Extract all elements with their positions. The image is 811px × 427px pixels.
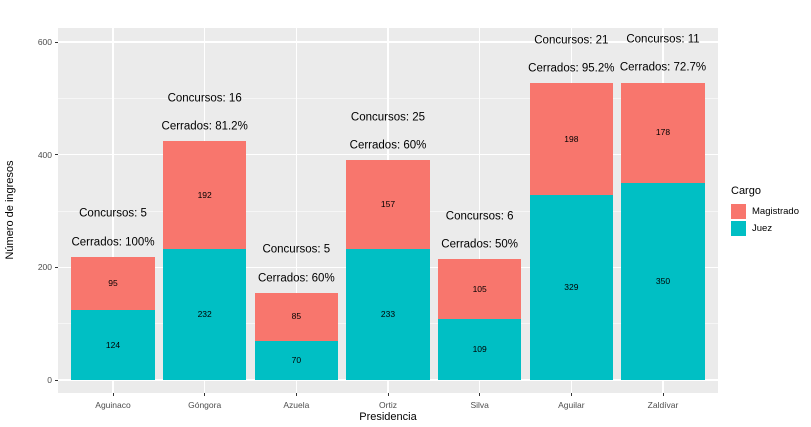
legend-swatch-magistrado-icon (731, 204, 746, 219)
x-tick-label-góngora: Góngora (188, 400, 222, 410)
annotation-cerrados-silva: Cerrados: 50% (441, 238, 519, 251)
bar-value-label: 70 (291, 355, 302, 366)
annotation-cerrados-góngora: Cerrados: 81.2% (161, 120, 248, 133)
bar-segment-juez-zaldívar: 350 (621, 182, 705, 380)
gridline-category (478, 28, 481, 393)
bar-value-label: 105 (472, 283, 487, 294)
y-tick-label-400: 400 (37, 149, 52, 160)
bar-segment-magistrado-ortiz: 157 (346, 160, 430, 249)
y-tick-label-600: 600 (37, 37, 52, 47)
annotation-cerrados-aguinaco: Cerrados: 100% (71, 235, 155, 248)
annotation-cerrados-azuela: Cerrados: 60% (257, 271, 335, 284)
legend-label-magistrado: Magistrado (752, 206, 799, 217)
y-tick-mark (55, 266, 58, 268)
bar-value-label: 157 (380, 199, 396, 210)
x-tick-mark (387, 393, 389, 396)
bar-value-label: 198 (564, 133, 579, 144)
annotation-concursos-silva: Concursos: 6 (445, 210, 514, 223)
bar-segment-magistrado-zaldívar: 178 (621, 82, 705, 183)
legend-swatch-juez-icon (731, 221, 746, 236)
bar-segment-juez-ortiz: 233 (346, 248, 430, 380)
x-tick-label-ortiz: Ortiz (379, 400, 397, 410)
x-tick-mark (204, 393, 206, 396)
x-tick-label-aguilar: Aguilar (558, 400, 585, 410)
bar-value-label: 95 (108, 278, 118, 289)
annotation-concursos-ortiz: Concursos: 25 (350, 111, 426, 124)
x-axis-title: Presidencia (359, 411, 417, 423)
bar-value-label: 233 (380, 309, 396, 320)
bar-segment-juez-góngora: 232 (162, 249, 247, 380)
bar-value-label: 85 (291, 311, 302, 322)
bar-value-label: 178 (655, 127, 671, 138)
x-tick-mark (662, 393, 664, 396)
legend-item-juez: Juez (731, 221, 811, 236)
bar-segment-magistrado-silva: 105 (437, 259, 522, 319)
y-tick-mark (55, 379, 58, 381)
bar-segment-juez-azuela: 70 (254, 340, 339, 380)
annotation-cerrados-zaldívar: Cerrados: 72.7% (619, 61, 707, 74)
annotation-concursos-góngora: Concursos: 16 (167, 92, 242, 105)
x-tick-label-silva: Silva (470, 400, 489, 410)
plot-panel: 124 95 Concursos: 5 Cerrados: 100% 232 192 Con… (58, 28, 718, 393)
bar-segment-juez-aguinaco: 124 (71, 310, 155, 380)
x-tick-label-aguinaco: Aguinaco (95, 400, 131, 410)
legend-title: Cargo (731, 185, 761, 197)
gridline-category (295, 28, 298, 393)
x-tick-mark (295, 393, 297, 396)
bar-segment-magistrado-aguilar: 198 (529, 83, 614, 195)
bar-segment-magistrado-azuela: 85 (254, 292, 339, 341)
bar-value-label: 329 (564, 282, 579, 293)
bar-value-label: 232 (197, 309, 212, 320)
annotation-concursos-zaldívar: Concursos: 11 (626, 33, 700, 46)
y-tick-label-200: 200 (37, 262, 52, 273)
bar-segment-juez-aguilar: 329 (529, 194, 614, 380)
bar-value-label: 124 (105, 339, 121, 350)
y-tick-mark (55, 154, 58, 156)
annotation-cerrados-ortiz: Cerrados: 60% (349, 139, 427, 152)
bar-segment-magistrado-góngora: 192 (162, 141, 247, 250)
y-axis-title: Número de ingresos (4, 160, 16, 260)
x-tick-label-azuela: Azuela (283, 400, 310, 410)
x-tick-mark (479, 393, 481, 396)
x-tick-label-zaldívar: Zaldívar (647, 400, 679, 410)
annotation-concursos-aguilar: Concursos: 21 (534, 34, 609, 47)
legend-item-magistrado: Magistrado (731, 204, 811, 219)
bar-segment-magistrado-aguinaco: 95 (71, 256, 155, 311)
annotation-concursos-aguinaco: Concursos: 5 (79, 207, 147, 220)
bar-segment-juez-silva: 109 (437, 318, 522, 380)
bar-value-label: 109 (472, 344, 487, 355)
gridline-category (112, 28, 114, 393)
y-tick-mark (55, 41, 58, 43)
y-tick-label-0: 0 (47, 375, 52, 385)
legend: Cargo Magistrado Juez (731, 185, 811, 238)
bar-value-label: 192 (197, 189, 212, 200)
legend-label-juez: Juez (752, 223, 773, 234)
bar-value-label: 350 (655, 276, 671, 287)
x-tick-mark (570, 393, 572, 396)
x-tick-mark (112, 393, 114, 396)
annotation-cerrados-aguilar: Cerrados: 95.2% (528, 62, 615, 75)
annotation-concursos-azuela: Concursos: 5 (262, 243, 331, 256)
